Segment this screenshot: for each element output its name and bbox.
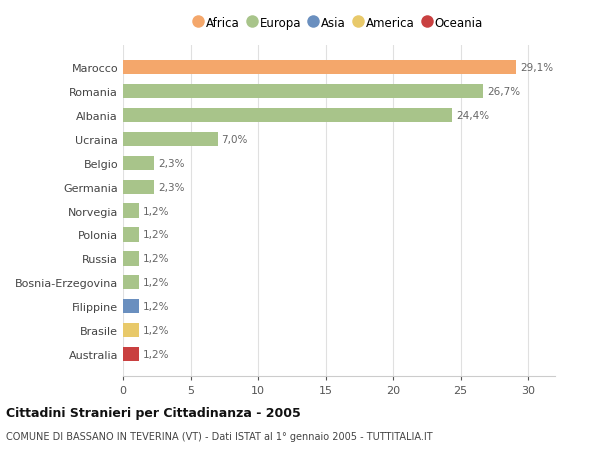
- Bar: [123, 61, 516, 75]
- Bar: [123, 157, 154, 171]
- Legend: Africa, Europa, Asia, America, Oceania: Africa, Europa, Asia, America, Oceania: [191, 13, 487, 34]
- Text: 24,4%: 24,4%: [457, 111, 490, 121]
- Text: 1,2%: 1,2%: [143, 349, 170, 359]
- Bar: [123, 299, 139, 313]
- Bar: [123, 204, 139, 218]
- Text: 1,2%: 1,2%: [143, 325, 170, 336]
- Bar: [123, 180, 154, 195]
- Bar: [123, 275, 139, 290]
- Text: 26,7%: 26,7%: [487, 87, 521, 97]
- Bar: [123, 252, 139, 266]
- Text: 1,2%: 1,2%: [143, 206, 170, 216]
- Bar: [123, 323, 139, 337]
- Text: COMUNE DI BASSANO IN TEVERINA (VT) - Dati ISTAT al 1° gennaio 2005 - TUTTITALIA.: COMUNE DI BASSANO IN TEVERINA (VT) - Dat…: [6, 431, 433, 442]
- Text: 1,2%: 1,2%: [143, 302, 170, 312]
- Text: 29,1%: 29,1%: [520, 63, 553, 73]
- Bar: [123, 109, 452, 123]
- Bar: [123, 347, 139, 361]
- Bar: [123, 228, 139, 242]
- Text: 1,2%: 1,2%: [143, 230, 170, 240]
- Bar: [123, 133, 218, 147]
- Text: Cittadini Stranieri per Cittadinanza - 2005: Cittadini Stranieri per Cittadinanza - 2…: [6, 406, 301, 419]
- Text: 1,2%: 1,2%: [143, 278, 170, 288]
- Text: 2,3%: 2,3%: [158, 182, 185, 192]
- Bar: [123, 85, 484, 99]
- Text: 1,2%: 1,2%: [143, 254, 170, 264]
- Text: 2,3%: 2,3%: [158, 158, 185, 168]
- Text: 7,0%: 7,0%: [221, 134, 248, 145]
